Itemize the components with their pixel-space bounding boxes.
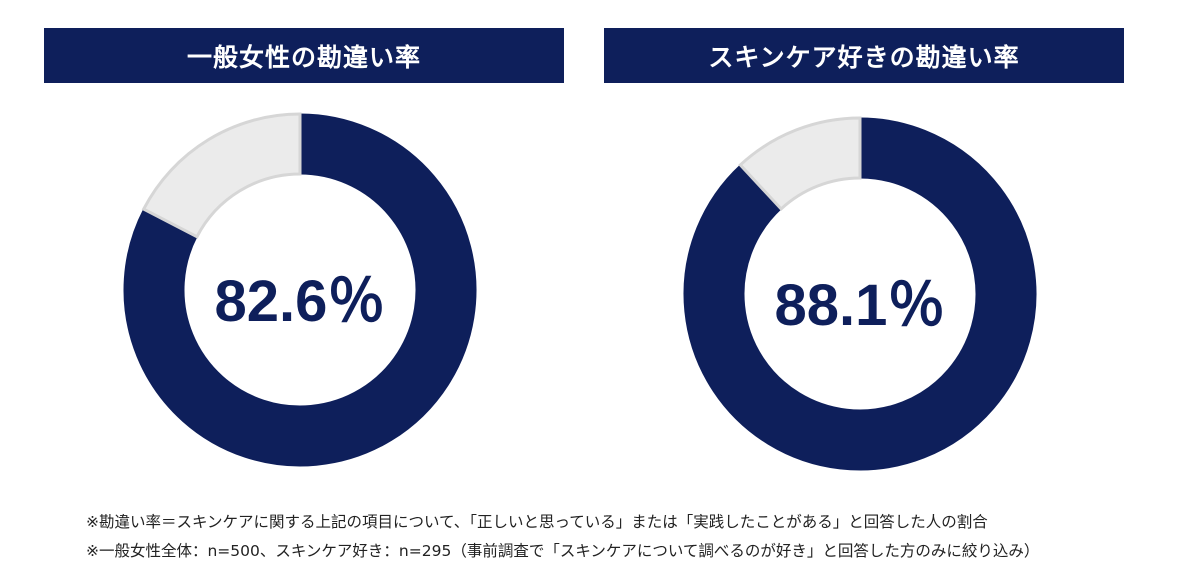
donut-slice-main	[123, 113, 477, 467]
chart-panel-general: 一般女性の勘違い率	[44, 28, 564, 83]
donut-center-value-skincare: 88.1％	[774, 273, 946, 338]
chart-title: 一般女性の勘違い率	[44, 28, 564, 83]
chart-title: スキンケア好きの勘違い率	[604, 28, 1124, 83]
donut-slice-remainder	[141, 112, 302, 239]
donut-slice-main	[683, 117, 1037, 471]
chart-panel-skincare: スキンケア好きの勘違い率	[604, 28, 1124, 83]
footnotes: ※勘違い率＝スキンケアに関する上記の項目について、「正しいと思っている」または「…	[86, 508, 1039, 566]
donut-center-value-general: 82.6％	[214, 269, 386, 334]
footnote-sample: ※一般女性全体：n=500、スキンケア好き：n=295（事前調査で「スキンケアに…	[86, 542, 1040, 560]
footnote-definition: ※勘違い率＝スキンケアに関する上記の項目について、「正しいと思っている」または「…	[86, 513, 988, 531]
donut-slice-remainder	[738, 116, 862, 212]
